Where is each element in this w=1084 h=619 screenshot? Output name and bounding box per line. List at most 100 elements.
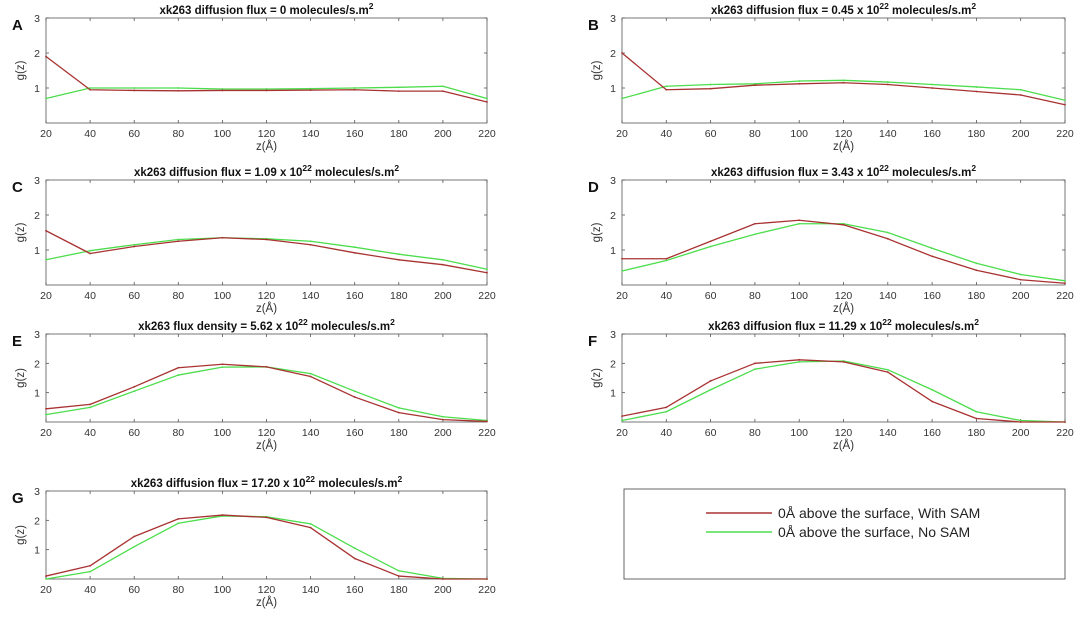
y-tick-label: 3 [34, 486, 40, 498]
data-point-no-sam [798, 222, 801, 225]
panel-C: 20 40 60 80 100 120 140 160 180 200 220 1 2 3 z(Å) g(z)… [12, 163, 496, 315]
x-tick-label: 200 [1012, 290, 1030, 302]
panel-title: xk263 flux density = 5.62 x 1022 molecul… [138, 317, 395, 333]
x-tick-label: 80 [172, 128, 184, 140]
data-point-no-sam [45, 413, 47, 416]
x-axis-label: z(Å) [256, 140, 277, 153]
x-tick-label: 140 [302, 427, 320, 439]
data-point-with-sam [133, 385, 136, 388]
data-point-no-sam [754, 233, 756, 236]
y-tick-label: 2 [34, 210, 40, 222]
data-point-with-sam [709, 240, 712, 243]
x-tick-label: 220 [1056, 290, 1074, 302]
x-tick-label: 220 [478, 290, 496, 302]
panel-label: E [12, 333, 22, 350]
legend: 0Å above the surface, With SAM 0Å above t… [623, 488, 1066, 580]
data-point-with-sam [975, 269, 978, 272]
data-point-with-sam [754, 222, 756, 225]
data-point-with-sam [89, 252, 91, 255]
x-tick-label: 60 [128, 427, 140, 439]
data-point-with-sam [397, 90, 400, 93]
x-tick-label: 80 [172, 584, 184, 596]
x-tick-label: 120 [835, 290, 853, 302]
panel-title: xk263 diffusion flux = 17.20 x 1022 mole… [131, 474, 403, 490]
legend-frame [623, 488, 1066, 580]
y-tick-label: 3 [610, 13, 616, 25]
data-point-with-sam [309, 526, 312, 529]
data-point-with-sam [975, 90, 978, 93]
x-tick-label: 80 [172, 427, 184, 439]
data-point-no-sam [177, 238, 180, 241]
y-tick-label: 2 [34, 358, 40, 370]
data-point-with-sam [665, 88, 668, 91]
y-tick-label: 1 [610, 388, 616, 400]
y-axis-label: g(z) [591, 368, 603, 388]
data-point-with-sam [1019, 94, 1022, 96]
data-point-with-sam [177, 517, 180, 520]
title-main-text: xk263 diffusion flux = 1.09 x 10 [134, 167, 302, 179]
y-tick-label: 1 [34, 388, 40, 400]
x-tick-label: 60 [128, 290, 140, 302]
data-point-no-sam [709, 388, 712, 391]
data-point-with-sam [621, 415, 623, 418]
data-point-no-sam [931, 388, 933, 391]
data-point-no-sam [486, 268, 488, 271]
x-tick-label: 100 [790, 427, 808, 439]
data-point-with-sam [886, 83, 889, 86]
data-point-no-sam [133, 545, 136, 548]
x-tick-label: 140 [302, 290, 320, 302]
data-point-no-sam [842, 79, 845, 82]
data-point-no-sam [133, 390, 136, 393]
data-point-with-sam [221, 514, 224, 516]
y-tick-label: 3 [610, 175, 616, 187]
x-tick-label: 20 [616, 128, 628, 140]
y-axis-label: g(z) [15, 525, 27, 545]
data-point-no-sam [45, 258, 47, 261]
data-point-with-sam [798, 219, 801, 222]
x-tick-label: 220 [1056, 128, 1074, 140]
title-unit-text: molecules/s.m [312, 167, 394, 179]
data-point-no-sam [975, 262, 978, 265]
x-tick-label: 140 [302, 128, 320, 140]
data-point-with-sam [1064, 103, 1066, 106]
x-tick-label: 40 [84, 427, 96, 439]
panel-B: 20 40 60 80 100 120 140 160 180 200 220 1 2 3 z(Å) g(z)… [588, 1, 1074, 153]
data-point-with-sam [353, 251, 356, 254]
data-point-no-sam [309, 522, 312, 525]
data-point-no-sam [397, 407, 400, 409]
x-tick-label: 160 [346, 290, 364, 302]
data-point-no-sam [309, 372, 312, 375]
x-tick-label: 120 [835, 427, 853, 439]
x-tick-label: 220 [1056, 427, 1074, 439]
legend-label-with-sam: 0Å above the surface, With SAM [778, 505, 980, 521]
data-point-with-sam [886, 371, 889, 374]
data-point-with-sam [397, 575, 400, 577]
data-point-no-sam [133, 87, 136, 89]
y-tick-label: 1 [34, 245, 40, 257]
y-tick-label: 1 [610, 245, 616, 257]
title-unit-text: molecules/s.m [315, 478, 397, 490]
data-point-no-sam [621, 419, 623, 422]
x-axis-label: z(Å) [256, 302, 277, 315]
data-point-no-sam [1064, 279, 1066, 282]
y-tick-label: 3 [34, 329, 40, 341]
plot-frame [45, 179, 488, 286]
title-exponent: 22 [879, 1, 889, 11]
data-point-no-sam [442, 85, 444, 88]
panel-label: C [12, 179, 23, 196]
data-point-no-sam [754, 368, 756, 371]
x-tick-label: 180 [968, 128, 986, 140]
y-tick-label: 2 [34, 515, 40, 527]
data-point-with-sam [754, 84, 756, 87]
data-point-no-sam [931, 247, 933, 250]
y-tick-label: 1 [34, 545, 40, 557]
x-tick-label: 100 [214, 290, 232, 302]
x-tick-label: 200 [434, 584, 452, 596]
data-point-no-sam [709, 245, 712, 248]
x-tick-label: 100 [214, 128, 232, 140]
data-point-with-sam [133, 535, 136, 538]
title-main-text: xk263 diffusion flux = 0 [159, 5, 286, 17]
data-point-with-sam [665, 257, 668, 260]
data-point-no-sam [353, 390, 356, 393]
data-point-no-sam [177, 522, 180, 525]
